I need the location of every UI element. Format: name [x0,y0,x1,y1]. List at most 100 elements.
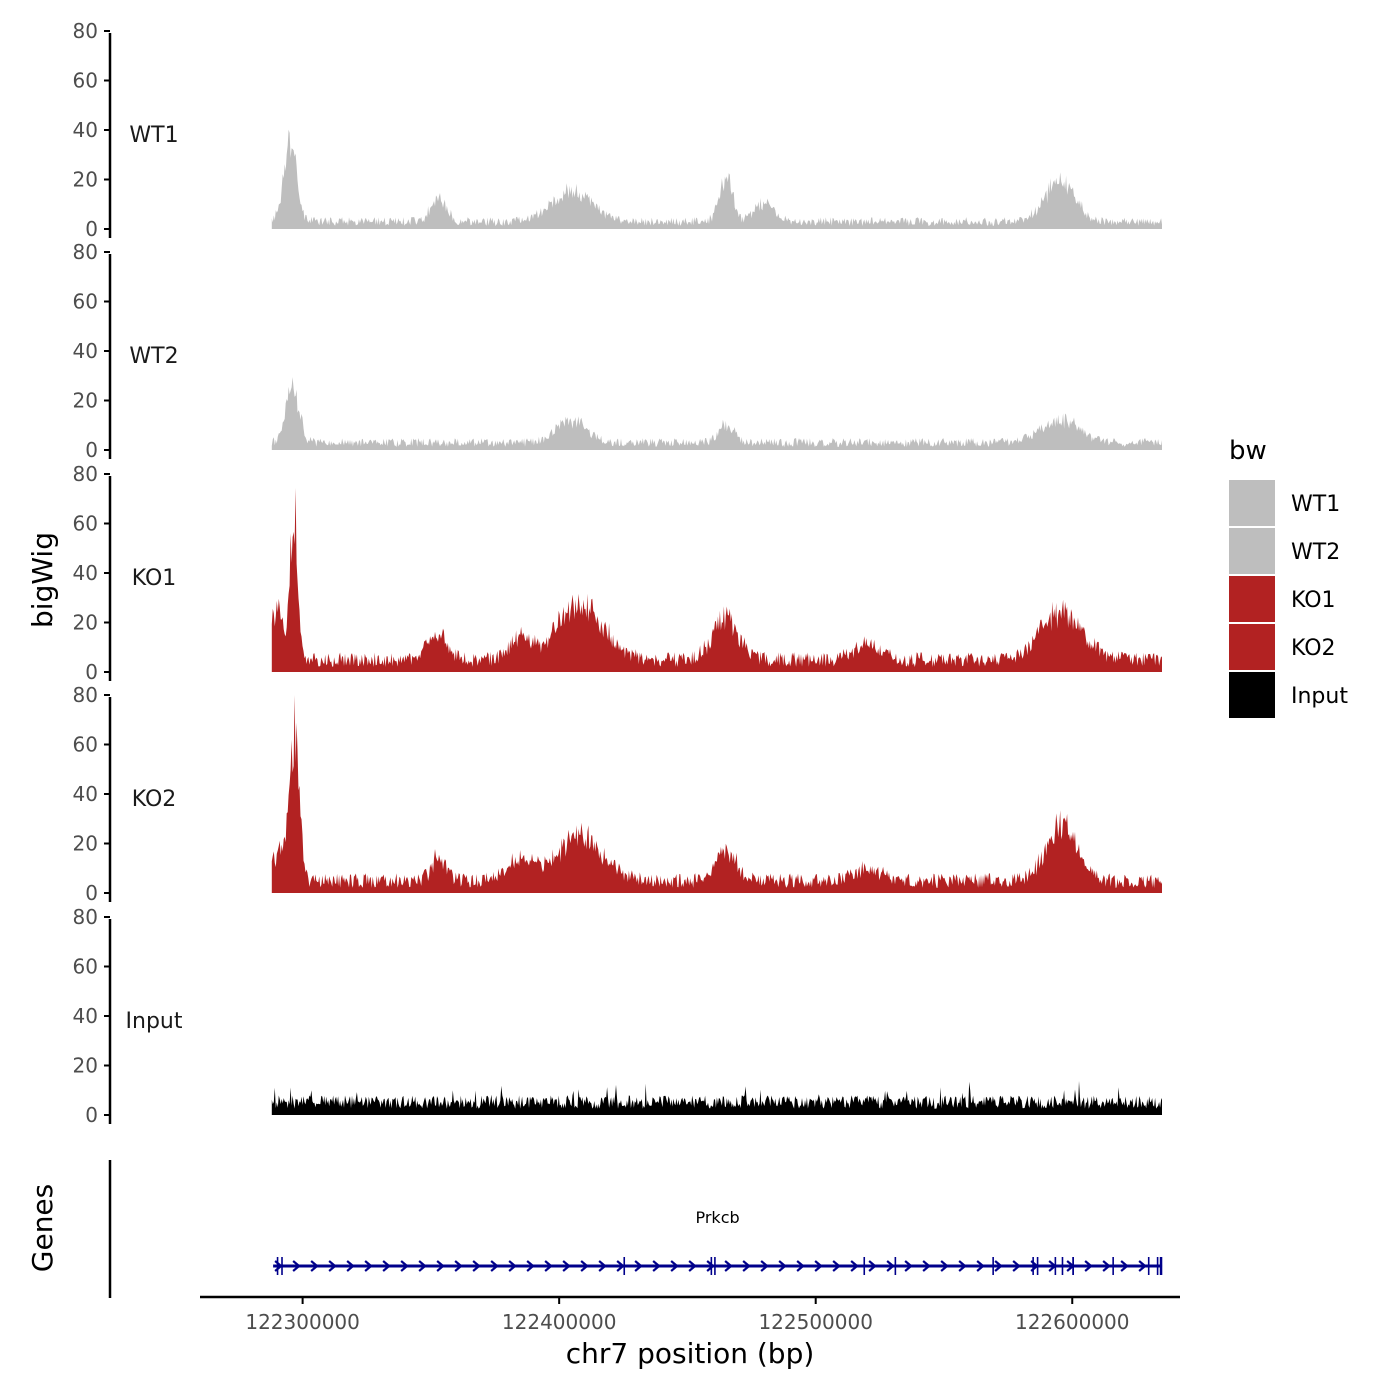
x-axis-title: chr7 position (bp) [566,1337,815,1370]
y-tick-label: 80 [73,240,98,264]
strand-arrow [490,1260,499,1272]
strand-arrow [292,1260,301,1272]
strand-arrow [886,1260,895,1272]
gene-name-label: Prkcb [695,1208,739,1227]
strand-arrow [562,1260,571,1272]
legend-title: bw [1229,436,1267,466]
track-wt2: 0 20 40 60 80 WT2 [73,240,1162,462]
y-tick-label: 80 [73,462,98,486]
track-ko2: 0 20 40 60 80 KO2 [73,683,1162,905]
legend-swatch-ko1 [1229,576,1275,622]
strand-arrow [850,1260,859,1272]
y-tick-label: 60 [73,290,98,314]
strand-arrow [1138,1260,1147,1272]
strand-arrow [868,1260,877,1272]
y-tick-label: 20 [73,832,98,856]
strand-arrow [832,1260,841,1272]
strand-arrow [418,1260,427,1272]
track-input: 0 20 40 60 80 Input [73,905,1162,1127]
x-tick-label: 122400000 [502,1310,617,1334]
strand-arrow [364,1260,373,1272]
track-label-input: Input [126,1009,183,1034]
legend-label-wt1: WT1 [1291,492,1340,517]
y-tick-label: 20 [73,389,98,413]
y-tick-label: 60 [73,733,98,757]
strand-arrow [1084,1260,1093,1272]
strand-arrow [724,1260,733,1272]
strand-arrow [1012,1260,1021,1272]
coverage-area-wt1 [271,129,1162,229]
track-label-ko2: KO2 [132,787,177,812]
strand-arrow [454,1260,463,1272]
y-tick-label: 40 [73,118,98,142]
y-tick-label: 40 [73,561,98,585]
strand-arrow [796,1260,805,1272]
y-tick-label: 20 [73,1054,98,1078]
strand-arrow [940,1260,949,1272]
track-wt1: 0 20 40 60 80 WT1 [73,19,1162,241]
y-tick-label: 40 [73,1004,98,1028]
y-tick-label: 40 [73,782,98,806]
x-axis: 122300000 122400000 122500000 122600000 [200,1295,1180,1334]
y-tick-label: 60 [73,69,98,93]
legend-label-ko2: KO2 [1291,636,1336,661]
coverage-tracks: 0 20 40 60 80 WT1 0 20 40 60 80 WT2 0 20 40 60 80 KO1 0 20 4… [73,19,1162,1127]
legend: bw WT1 WT2 KO1 KO2 Input [1229,436,1348,718]
legend-swatch-ko2 [1229,624,1275,670]
strand-arrow [688,1260,697,1272]
track-label-wt2: WT2 [129,344,178,369]
strand-arrow [670,1260,679,1272]
strand-arrow [760,1260,769,1272]
coverage-area-wt2 [271,377,1162,450]
strand-arrow [1120,1260,1129,1272]
y-tick-label: 40 [73,339,98,363]
y-tick-label: 80 [73,905,98,929]
legend-label-wt2: WT2 [1291,540,1340,565]
coverage-area-ko2 [271,695,1162,893]
strand-arrow [634,1260,643,1272]
y-tick-label: 80 [73,683,98,707]
track-label-wt1: WT1 [129,123,178,148]
x-tick-label: 122600000 [1015,1310,1130,1334]
y-tick-label: 0 [85,217,98,241]
coverage-area-ko1 [271,487,1162,672]
y-tick-label: 0 [85,660,98,684]
y-tick-label: 80 [73,19,98,43]
strand-arrow [346,1260,355,1272]
y-tick-label: 20 [73,611,98,635]
y-axis-title: bigWig [26,532,59,628]
track-label-ko1: KO1 [132,566,177,591]
strand-arrow [922,1260,931,1272]
track-ko1: 0 20 40 60 80 KO1 [73,462,1162,684]
y-tick-label: 60 [73,512,98,536]
y-tick-label: 0 [85,1103,98,1127]
strand-arrow [508,1260,517,1272]
strand-arrow [526,1260,535,1272]
legend-swatch-wt2 [1229,528,1275,574]
strand-arrow [544,1260,553,1272]
strand-arrow [1102,1260,1111,1272]
strand-arrow [814,1260,823,1272]
strand-arrow [472,1260,481,1272]
strand-arrow [598,1260,607,1272]
strand-arrow [652,1260,661,1272]
x-tick-label: 122300000 [245,1310,360,1334]
strand-arrow [328,1260,337,1272]
strand-arrow [616,1260,625,1272]
gene-track: Prkcb [108,1160,1163,1298]
strand-arrow [436,1260,445,1272]
strand-arrow [994,1260,1003,1272]
strand-arrow [400,1260,409,1272]
legend-swatch-wt1 [1229,480,1275,526]
x-tick-label: 122500000 [758,1310,873,1334]
strand-arrow [580,1260,589,1272]
strand-arrow [958,1260,967,1272]
strand-arrow [778,1260,787,1272]
strand-arrow [706,1260,715,1272]
y-tick-label: 0 [85,438,98,462]
legend-label-input: Input [1291,684,1348,709]
legend-label-ko1: KO1 [1291,588,1336,613]
strand-arrow [382,1260,391,1272]
legend-swatch-input [1229,672,1275,718]
